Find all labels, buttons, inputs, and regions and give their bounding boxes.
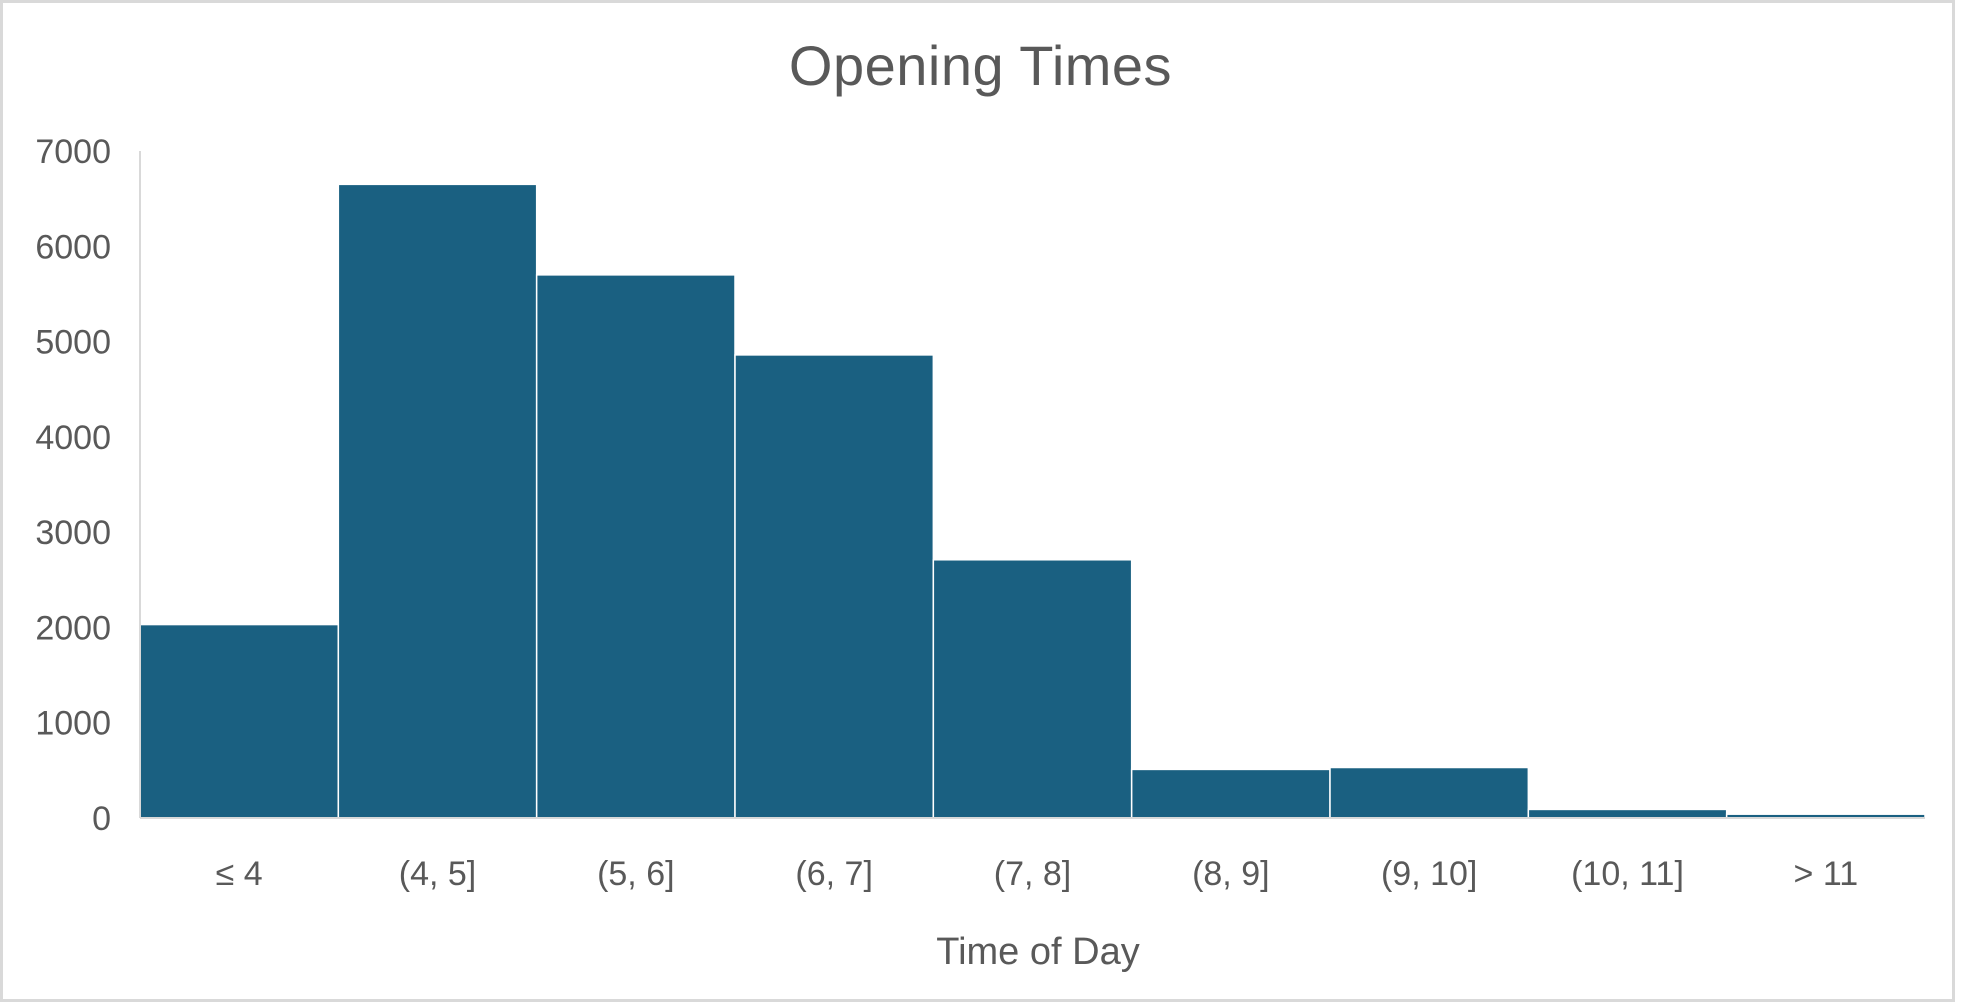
y-tick-label: 1000 [35,705,111,743]
x-tick-label: (10, 11] [1571,855,1684,893]
x-tick-label: (5, 6] [597,855,674,893]
histogram-bar [1527,808,1728,819]
histogram-plot: 0 1000 2000 3000 4000 5000 6000 7000 ≤ 4 (4, 5] (5… [35,133,1926,893]
x-tick-label: (9, 10] [1381,855,1477,893]
x-tick-label: (8, 9] [1192,855,1269,893]
y-tick-label: 3000 [35,514,111,552]
x-tick-label: ≤ 4 [216,855,263,893]
histogram-bar [139,623,340,819]
histogram-bar [1130,768,1331,819]
y-tick-label: 4000 [35,419,111,457]
y-tick-label: 5000 [35,324,111,362]
x-axis-title: Time of Day [936,931,1140,973]
x-tick-label: (7, 8] [994,855,1071,893]
y-tick-label: 2000 [35,609,111,647]
histogram-bar [337,183,538,819]
histogram-bar [535,274,736,819]
x-tick-label: (6, 7] [795,855,872,893]
y-tick-label: 6000 [35,228,111,266]
histogram-bar [734,354,935,819]
x-tick-label: (4, 5] [399,855,476,893]
x-tick-label: > 11 [1794,855,1859,893]
histogram-bar [932,559,1133,819]
y-tick-label: 7000 [35,133,111,171]
histogram-bar [1329,766,1530,819]
y-tick-label: 0 [92,800,111,838]
chart-title: Opening Times [788,34,1173,97]
